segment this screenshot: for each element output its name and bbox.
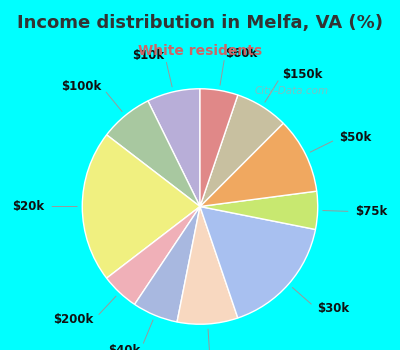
Text: $150k: $150k xyxy=(282,68,322,81)
Text: $75k: $75k xyxy=(355,205,388,218)
Wedge shape xyxy=(200,89,238,206)
Text: City-Data.com: City-Data.com xyxy=(255,86,329,96)
Text: $100k: $100k xyxy=(61,80,102,93)
Text: $20k: $20k xyxy=(12,200,44,213)
Text: $10k: $10k xyxy=(132,49,165,62)
Text: $40k: $40k xyxy=(108,344,140,350)
Text: $60k: $60k xyxy=(225,47,258,60)
Wedge shape xyxy=(200,95,283,206)
Text: $50k: $50k xyxy=(339,131,372,144)
Wedge shape xyxy=(200,123,317,206)
Wedge shape xyxy=(177,206,238,324)
Text: Income distribution in Melfa, VA (%): Income distribution in Melfa, VA (%) xyxy=(17,14,383,32)
Text: $200k: $200k xyxy=(54,313,94,327)
Wedge shape xyxy=(107,101,200,206)
Wedge shape xyxy=(148,89,200,206)
Wedge shape xyxy=(107,206,200,304)
Text: $30k: $30k xyxy=(317,302,349,315)
Wedge shape xyxy=(200,191,318,230)
Text: White residents: White residents xyxy=(138,44,262,58)
Wedge shape xyxy=(82,135,200,278)
Wedge shape xyxy=(200,206,316,318)
Wedge shape xyxy=(134,206,200,322)
